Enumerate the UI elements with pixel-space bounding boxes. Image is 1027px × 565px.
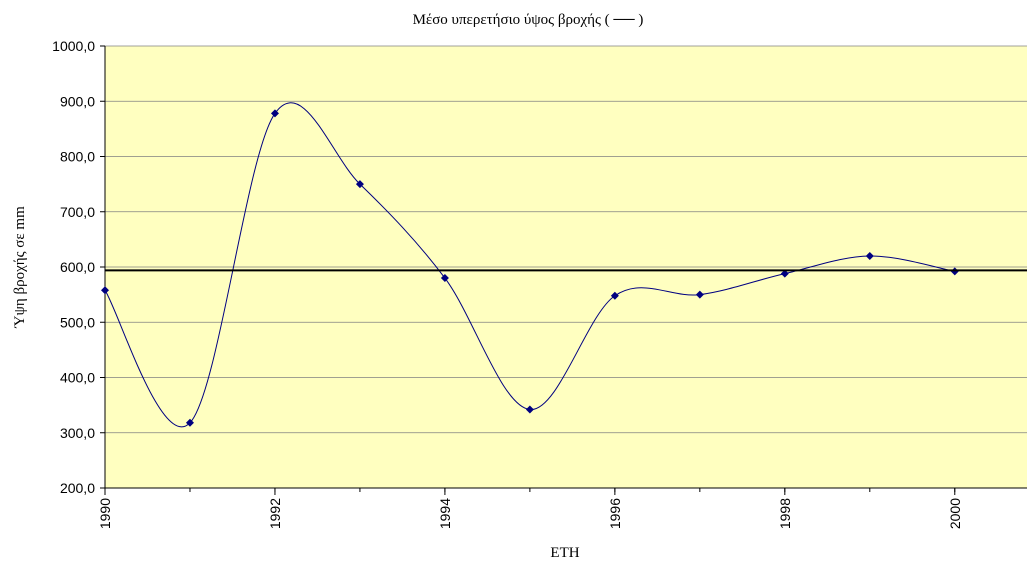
x-tick-label: 1996 (607, 498, 623, 529)
y-tick-label: 600,0 (60, 259, 95, 275)
chart-title: Μέσο υπερετήσιο ύψος βροχής ( ── ) (413, 12, 644, 28)
y-tick-label: 200,0 (60, 480, 95, 496)
x-tick-label: 1992 (267, 498, 283, 529)
y-tick-label: 1000,0 (52, 38, 95, 54)
y-tick-label: 800,0 (60, 149, 95, 165)
y-tick-label: 500,0 (60, 314, 95, 330)
x-axis-label: ΕΤΗ (550, 545, 579, 561)
marker (440, 274, 449, 283)
x-tick-label: 2000 (947, 498, 963, 529)
marker (355, 180, 364, 189)
x-tick-label: 1990 (97, 498, 113, 529)
marker (525, 405, 534, 414)
marker (185, 418, 194, 427)
marker (270, 109, 279, 118)
y-axis-label: Ύψη βροχής σε mm (12, 206, 28, 329)
y-tick-label: 700,0 (60, 204, 95, 220)
y-tick-label: 400,0 (60, 370, 95, 386)
marker (610, 291, 619, 300)
marker (101, 286, 109, 295)
y-tick-label: 900,0 (60, 93, 95, 109)
x-tick-label: 1998 (777, 498, 793, 529)
marker (695, 290, 704, 299)
y-tick-label: 300,0 (60, 425, 95, 441)
x-tick-label: 1994 (437, 498, 453, 529)
marker (780, 269, 789, 278)
marker (865, 251, 874, 260)
